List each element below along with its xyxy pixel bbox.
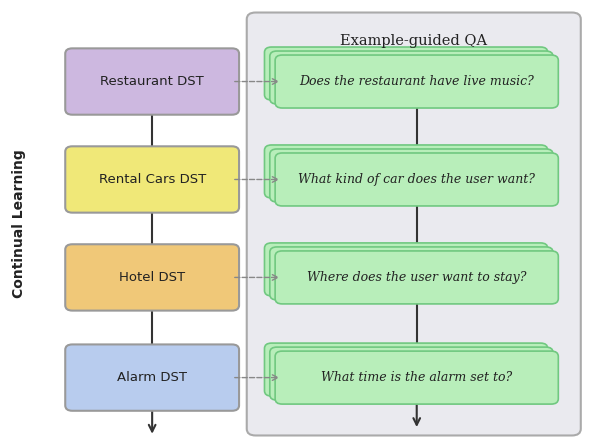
Text: What time is the alarm set to?: What time is the alarm set to? [321,371,513,384]
FancyBboxPatch shape [270,247,553,300]
FancyBboxPatch shape [264,343,548,396]
Text: Hotel DST: Hotel DST [119,271,185,284]
Text: Does the restaurant have live music?: Does the restaurant have live music? [299,75,534,88]
FancyBboxPatch shape [275,153,558,206]
FancyBboxPatch shape [270,347,553,400]
Text: Rental Cars DST: Rental Cars DST [99,173,206,186]
FancyBboxPatch shape [270,51,553,104]
Text: Example-guided QA: Example-guided QA [340,34,487,48]
Text: Continual Learning: Continual Learning [12,150,26,298]
FancyBboxPatch shape [275,55,558,108]
FancyBboxPatch shape [65,146,239,213]
FancyBboxPatch shape [264,145,548,198]
Text: Where does the user want to stay?: Where does the user want to stay? [307,271,526,284]
FancyBboxPatch shape [264,243,548,296]
FancyBboxPatch shape [65,244,239,310]
FancyBboxPatch shape [247,13,581,435]
FancyBboxPatch shape [264,47,548,100]
FancyBboxPatch shape [270,149,553,202]
FancyBboxPatch shape [65,48,239,115]
FancyBboxPatch shape [275,251,558,304]
FancyBboxPatch shape [65,345,239,411]
Text: Restaurant DST: Restaurant DST [100,75,204,88]
Text: What kind of car does the user want?: What kind of car does the user want? [298,173,535,186]
Text: Alarm DST: Alarm DST [117,371,187,384]
FancyBboxPatch shape [275,351,558,404]
